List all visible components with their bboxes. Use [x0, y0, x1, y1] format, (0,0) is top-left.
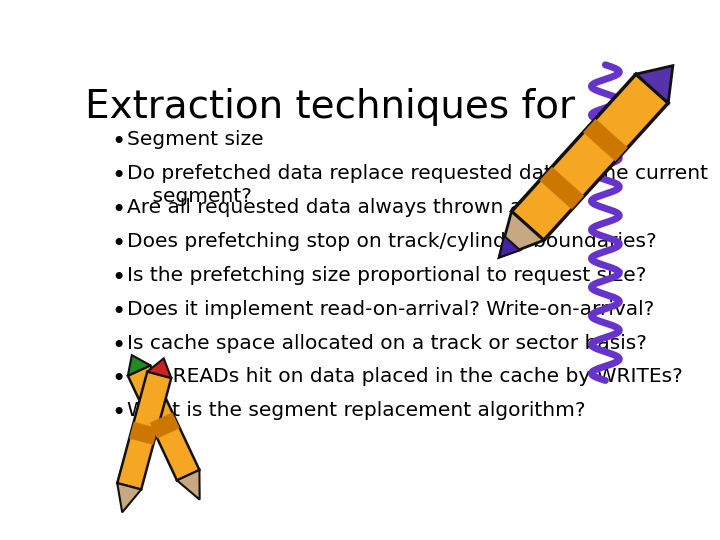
Text: Does prefetching stop on track/cylinder boundaries?: Does prefetching stop on track/cylinder … — [127, 232, 657, 251]
Text: •: • — [112, 300, 126, 323]
Polygon shape — [636, 66, 673, 103]
Text: Is the prefetching size proportional to request size?: Is the prefetching size proportional to … — [127, 266, 647, 285]
Polygon shape — [128, 355, 150, 376]
Polygon shape — [583, 119, 628, 161]
Text: •: • — [112, 232, 126, 256]
Text: •: • — [112, 334, 126, 357]
Polygon shape — [130, 422, 158, 445]
Polygon shape — [128, 365, 199, 481]
Text: •: • — [112, 130, 126, 154]
Text: Extraction techniques for: Extraction techniques for — [85, 88, 575, 126]
Polygon shape — [117, 372, 171, 490]
Text: Is cache space allocated on a track or sector basis?: Is cache space allocated on a track or s… — [127, 334, 647, 353]
Polygon shape — [150, 413, 180, 438]
Polygon shape — [499, 236, 520, 258]
Polygon shape — [511, 74, 668, 240]
Text: Do prefetched data replace requested data in the current
    segment?: Do prefetched data replace requested dat… — [127, 164, 708, 206]
Text: •: • — [112, 367, 126, 392]
Text: •: • — [112, 266, 126, 290]
Polygon shape — [539, 167, 584, 210]
Text: •: • — [112, 198, 126, 222]
Polygon shape — [148, 359, 171, 378]
Text: Does it implement read-on-arrival? Write-on-arrival?: Does it implement read-on-arrival? Write… — [127, 300, 654, 319]
Text: Are all requested data always thrown away?: Are all requested data always thrown awa… — [127, 198, 574, 217]
Text: Segment size: Segment size — [127, 130, 264, 149]
Text: Can READs hit on data placed in the cache by WRITEs?: Can READs hit on data placed in the cach… — [127, 367, 683, 387]
Text: •: • — [112, 164, 126, 188]
Text: What is the segment replacement algorithm?: What is the segment replacement algorith… — [127, 401, 585, 420]
Polygon shape — [499, 212, 544, 258]
Polygon shape — [117, 483, 141, 512]
Text: •: • — [112, 401, 126, 426]
Polygon shape — [177, 470, 199, 500]
